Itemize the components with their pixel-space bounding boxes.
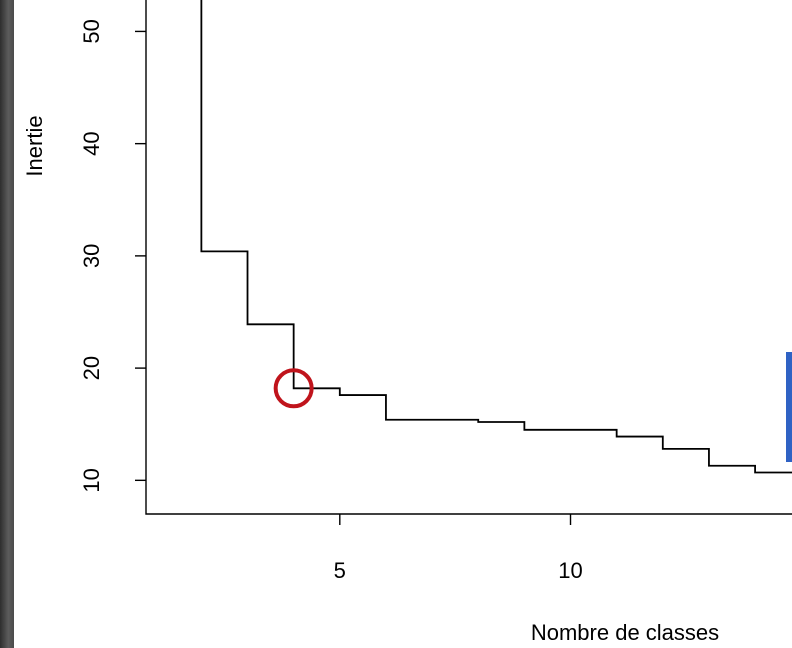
background-strip — [0, 0, 14, 648]
axis-labels: Nombre de classes Inertie — [22, 115, 719, 645]
y-tick-label: 40 — [79, 131, 104, 155]
window-edge — [786, 352, 792, 462]
axes: 5 10 10 20 30 40 50 — [79, 0, 792, 583]
y-tick-label: 30 — [79, 244, 104, 268]
y-axis-label: Inertie — [22, 115, 47, 176]
plot-panel — [14, 0, 792, 648]
y-tick-label: 10 — [79, 468, 104, 492]
x-tick-label: 5 — [334, 558, 346, 583]
y-tick-label: 50 — [79, 19, 104, 43]
series-line — [200, 0, 792, 474]
plot-frame — [145, 0, 792, 515]
x-tick-label: 10 — [558, 558, 582, 583]
x-axis-label: Nombre de classes — [531, 620, 719, 645]
elbow-highlight-circle — [273, 368, 314, 409]
y-tick-label: 20 — [79, 356, 104, 380]
series-group — [200, 0, 792, 474]
